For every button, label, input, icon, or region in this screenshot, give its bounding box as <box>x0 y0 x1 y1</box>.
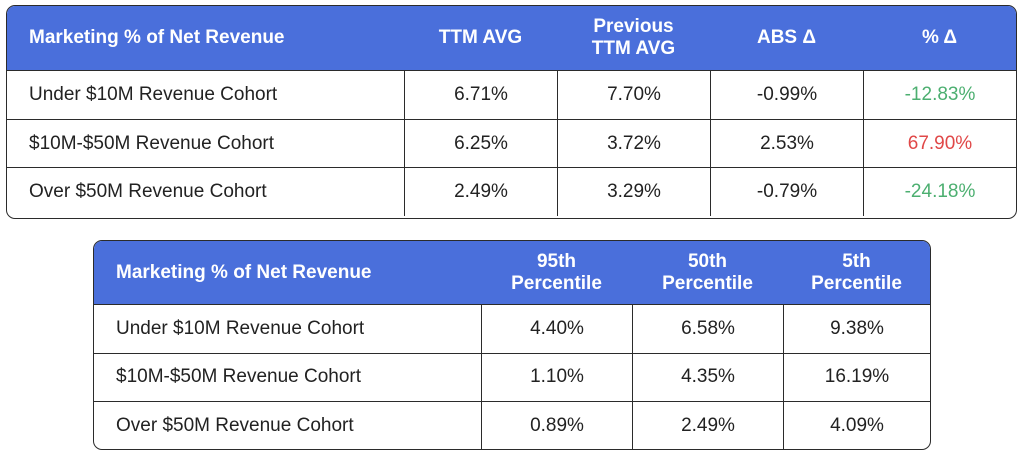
header-50th-percentile: 50th Percentile <box>662 250 753 294</box>
pct-delta-value: 67.90% <box>863 119 1016 168</box>
cohort-label: Over $50M Revenue Cohort <box>116 414 354 436</box>
header-5th-percentile: 5th Percentile <box>811 250 902 294</box>
abs-delta-value: -0.79% <box>710 168 863 217</box>
header-previous-ttm-avg: Previous TTM AVG <box>591 16 676 59</box>
pct-delta-value: -24.18% <box>863 168 1016 217</box>
p50-value: 4.35% <box>632 353 783 401</box>
previous-ttm-avg-value: 3.29% <box>557 168 710 217</box>
ttm-avg-value: 6.71% <box>404 71 557 119</box>
percentile-table: Marketing % of Net Revenue 95th Percenti… <box>93 240 931 450</box>
cohort-label: Under $10M Revenue Cohort <box>29 83 278 105</box>
cohort-label: Over $50M Revenue Cohort <box>29 181 267 203</box>
table-row: Over $50M Revenue Cohort 0.89% 2.49% 4.0… <box>94 401 930 449</box>
table-header-row: Marketing % of Net Revenue TTM AVG Previ… <box>7 6 1016 70</box>
ttm-avg-value: 2.49% <box>404 168 557 217</box>
ttm-comparison-table: Marketing % of Net Revenue TTM AVG Previ… <box>6 5 1017 219</box>
pct-delta-value: -12.83% <box>863 71 1016 119</box>
p50-value: 2.49% <box>632 402 783 449</box>
table-row: $10M-$50M Revenue Cohort 1.10% 4.35% 16.… <box>94 352 930 401</box>
previous-ttm-avg-value: 3.72% <box>557 119 710 168</box>
header-95th-percentile: 95th Percentile <box>511 250 602 294</box>
abs-delta-value: -0.99% <box>710 71 863 119</box>
p5-value: 4.09% <box>783 402 930 449</box>
table-row: $10M-$50M Revenue Cohort 6.25% 3.72% 2.5… <box>7 118 1016 168</box>
header-pct-delta: % Δ <box>921 27 958 48</box>
p95-value: 4.40% <box>481 305 632 353</box>
abs-delta-value: 2.53% <box>710 119 863 168</box>
cohort-label: $10M-$50M Revenue Cohort <box>116 366 362 388</box>
previous-ttm-avg-value: 7.70% <box>557 71 710 119</box>
cohort-label: Under $10M Revenue Cohort <box>116 317 365 339</box>
p5-value: 16.19% <box>783 353 930 401</box>
p95-value: 1.10% <box>481 353 632 401</box>
ttm-avg-value: 6.25% <box>404 119 557 168</box>
header-ttm-avg: TTM AVG <box>438 27 523 48</box>
header-metric: Marketing % of Net Revenue <box>29 27 285 48</box>
cohort-label: $10M-$50M Revenue Cohort <box>29 132 275 154</box>
table-header-row: Marketing % of Net Revenue 95th Percenti… <box>94 241 930 304</box>
p5-value: 9.38% <box>783 305 930 353</box>
table-row: Over $50M Revenue Cohort 2.49% 3.29% -0.… <box>7 167 1016 217</box>
p95-value: 0.89% <box>481 402 632 449</box>
header-metric: Marketing % of Net Revenue <box>116 261 372 283</box>
p50-value: 6.58% <box>632 305 783 353</box>
table-row: Under $10M Revenue Cohort 6.71% 7.70% -0… <box>7 70 1016 119</box>
header-abs-delta: ABS Δ <box>756 27 817 48</box>
table-row: Under $10M Revenue Cohort 4.40% 6.58% 9.… <box>94 304 930 353</box>
